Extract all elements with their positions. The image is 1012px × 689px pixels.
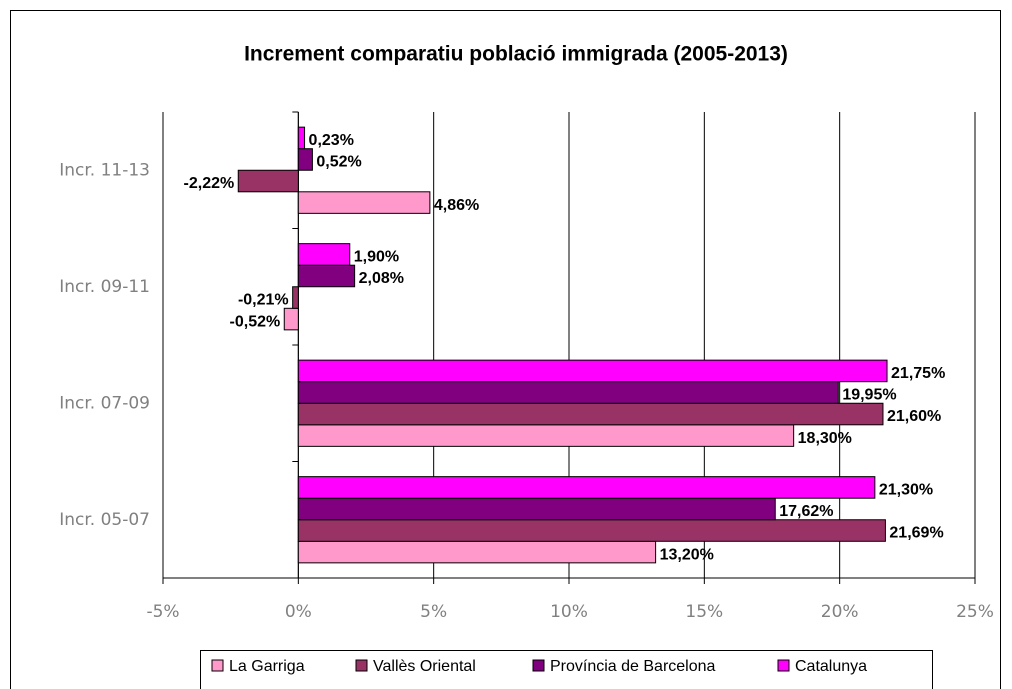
bar [297,540,657,564]
y-tick-label: Incr. 11-13 [59,160,150,180]
x-tick-label: 0% [285,602,312,622]
x-tick-label: -5% [146,602,179,622]
chart-border [10,10,1001,689]
bar [297,126,306,150]
x-tick-label: 5% [420,602,447,622]
bar [297,243,351,266]
data-label: 0,23% [309,132,354,149]
data-label: 21,30% [879,482,933,499]
chart-title: Increment comparatiu població immigrada … [244,43,788,66]
data-label: 1,90% [354,249,399,266]
bar [292,286,299,309]
bar [297,191,431,214]
bar [297,497,776,521]
legend-box [200,650,933,689]
y-tick-label: Incr. 07-09 [59,393,150,413]
data-label: 21,69% [889,525,943,542]
data-label: 4,86% [434,197,479,214]
bar [297,359,888,383]
x-tick-label: 20% [821,602,859,622]
data-label: -0,21% [238,292,289,309]
bar [297,476,876,499]
bar [297,519,886,542]
y-tick-label: Incr. 09-11 [59,277,150,297]
data-label: 0,52% [316,154,361,171]
x-tick-label: 25% [956,602,994,622]
data-label: 17,62% [779,503,833,520]
legend-swatch [532,659,545,672]
legend-swatch [777,659,790,672]
data-label: 18,30% [798,430,852,447]
data-label: -0,52% [230,313,281,330]
bar [297,424,795,447]
legend-label: Província de Barcelona [550,658,716,675]
bar [297,148,313,171]
data-label: 21,75% [891,365,945,382]
data-label: 2,08% [359,270,404,287]
data-label: 21,60% [887,408,941,425]
legend-label: Catalunya [795,658,867,675]
x-tick-label: 15% [685,602,723,622]
bar [297,402,884,426]
legend-label: La Garriga [229,658,305,675]
x-tick-label: 10% [550,602,588,622]
y-tick-label: Incr. 05-07 [59,510,150,530]
data-label: 19,95% [842,387,896,404]
bar [297,381,839,404]
bar [297,264,356,288]
data-label: -2,22% [184,175,235,192]
data-label: 13,20% [660,546,714,563]
bar [237,169,299,193]
legend-swatch [355,659,368,672]
legend-swatch [211,659,224,672]
bar [283,307,299,331]
legend-label: Vallès Oriental [373,658,476,675]
